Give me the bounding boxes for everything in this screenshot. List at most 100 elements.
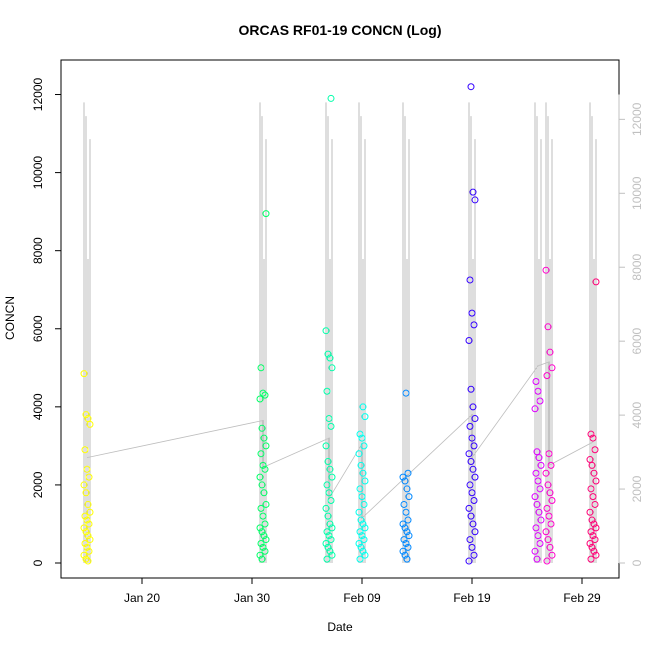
data-point [401,477,409,485]
data-point [360,442,368,450]
data-point [548,497,556,505]
data-point [84,557,92,565]
axes: 0 2000 4000 6000 8000 10000 12000 0 2000 4000 6000… [31,78,644,605]
data-point [85,520,93,528]
x-tick-label: Feb 09 [343,591,381,605]
chart-title: ORCAS RF01-19 CONCN (Log) [238,22,441,38]
data-point [358,493,366,501]
data-point [258,555,266,563]
data-point [547,520,555,528]
data-point [471,415,479,423]
data-point [326,465,334,473]
data-point [322,504,330,512]
x-tick-label: Jan 20 [124,591,160,605]
data-point [536,397,544,405]
data-point [467,457,475,465]
data-point [257,364,265,372]
data-point [356,528,364,536]
data-point [360,536,368,544]
data-point [468,543,476,551]
data-point [592,551,600,559]
data-point [543,557,551,565]
data-point [326,547,334,555]
data-point [357,516,365,524]
data-point [260,489,268,497]
data-point [256,473,264,481]
x-axis-label: Date [327,620,353,634]
data-point [355,450,363,458]
data-point [400,500,408,508]
data-point [82,528,90,536]
data-point [401,524,409,532]
data-point [261,391,269,399]
connector-line [86,361,594,520]
data-point [323,481,331,489]
data-point [465,557,473,565]
data-point [532,524,540,532]
data-point [323,528,331,536]
data-point [403,555,411,563]
data-point [356,430,364,438]
data-point [588,543,596,551]
data-point [467,83,475,91]
data-point [262,536,270,544]
data-point [592,477,600,485]
data-point [324,512,332,520]
data-point [532,469,540,477]
data-point [359,403,367,411]
data-point [589,434,597,442]
data-point [466,276,474,284]
data-point [587,528,595,536]
data-point [468,309,476,317]
data-point [466,536,474,544]
data-point [399,520,407,528]
data-point [361,524,369,532]
y-tick-label: 6000 [31,315,45,342]
data-point [360,500,368,508]
data-point [81,512,89,520]
x-tick-label: Feb 19 [453,591,491,605]
data-point [325,532,333,540]
data-point [361,477,369,485]
data-point [322,442,330,450]
data-point [361,551,369,559]
data-point [259,389,267,397]
data-point [80,370,88,378]
data-point [470,321,478,329]
y-tick-label: 4000 [31,393,45,420]
data-point [257,539,265,547]
data-point [537,461,545,469]
data-point [356,485,364,493]
y-tick-label: 12000 [31,78,45,112]
data-point [591,536,599,544]
data-point [402,389,410,397]
data-point [85,473,93,481]
data-point [467,385,475,393]
data-point [327,94,335,102]
data-point [83,516,91,524]
data-point [322,327,330,335]
y-right-tick-label: 6000 [630,328,644,355]
data-point [589,532,597,540]
data-point [325,489,333,497]
data-point [324,543,332,551]
data-point [261,520,269,528]
data-point [466,422,474,430]
data-point [357,543,365,551]
data-point [531,405,539,413]
data-point [466,481,474,489]
data-point [323,387,331,395]
data-point [399,473,407,481]
data-point [326,520,334,528]
y-right-tick-label: 12000 [630,102,644,136]
data-point [469,403,477,411]
data-point [262,442,270,450]
data-point [85,547,93,555]
data-point [325,415,333,423]
data-point [402,539,410,547]
data-point [543,504,551,512]
x-tick-label: Jan 30 [234,591,270,605]
data-point [82,555,90,563]
data-point [260,532,268,540]
data-point [327,497,335,505]
